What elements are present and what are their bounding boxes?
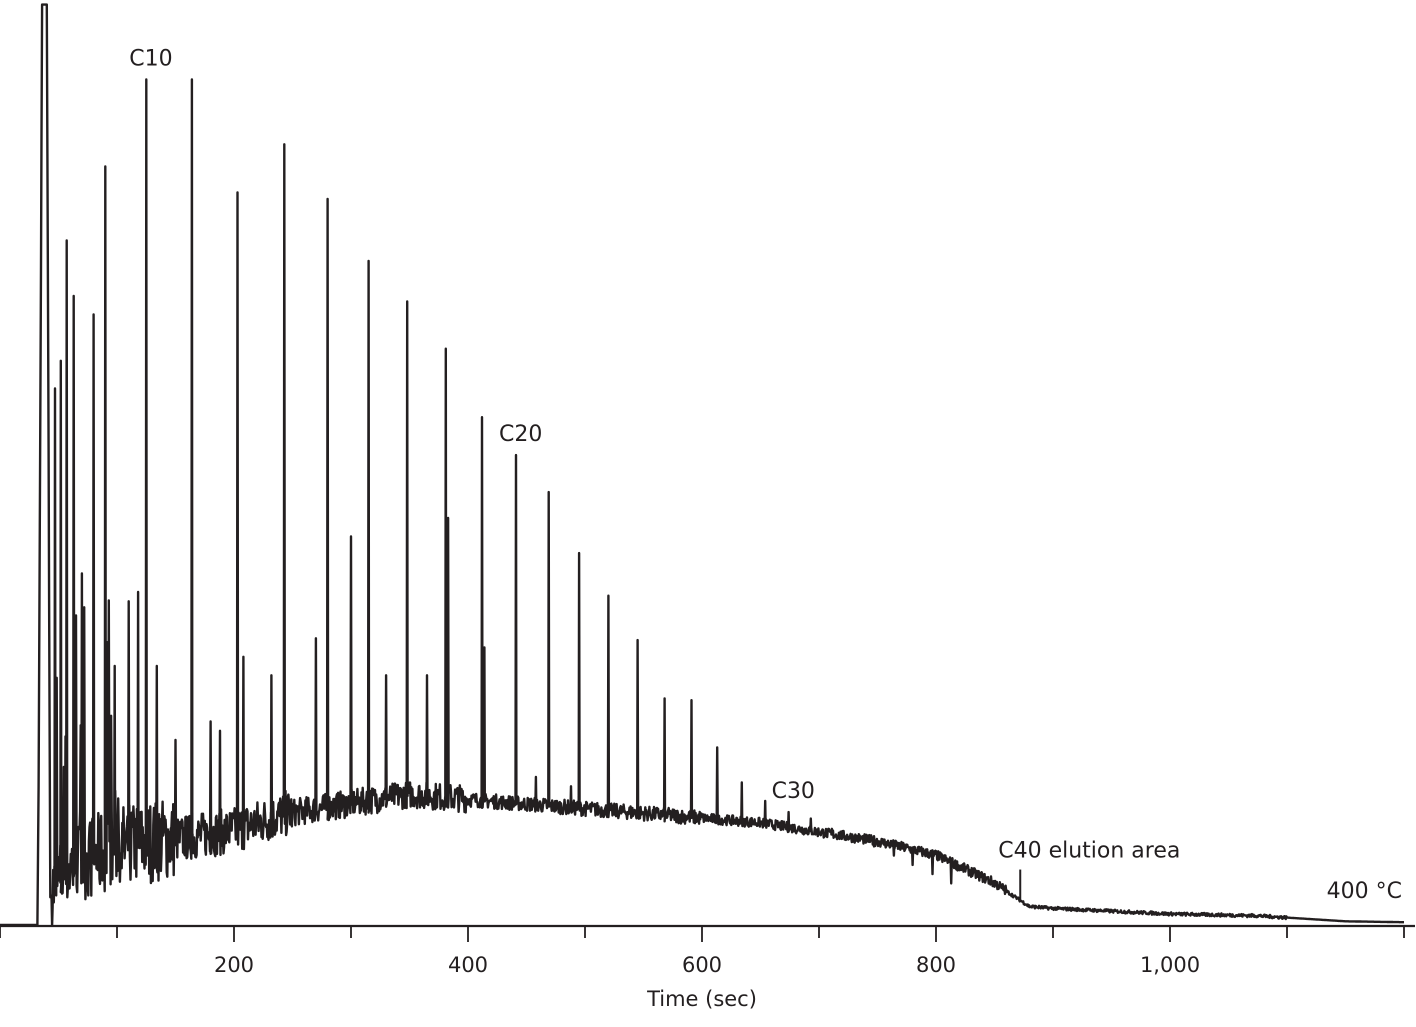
x-axis-title: Time (sec) <box>646 987 757 1011</box>
peak-annotations: C10 C20 C30 C40 elution area 400 °C <box>129 47 1402 905</box>
x-tick-marks <box>0 926 1405 942</box>
peak-annotation: 400 °C <box>1327 879 1402 904</box>
x-tick-label: 1,000 <box>1140 953 1200 977</box>
plot-area <box>0 3 1405 927</box>
x-tick-labels: 200 400 600 800 1,000 <box>214 953 1200 977</box>
peak-annotation: C20 <box>499 422 542 447</box>
peak-annotation: C30 <box>772 779 815 804</box>
peak-annotation: C40 elution area <box>998 839 1180 864</box>
chromatogram-trace <box>0 3 1405 927</box>
x-tick-label: 200 <box>214 953 254 977</box>
x-tick-label: 600 <box>682 953 722 977</box>
x-tick-label: 800 <box>916 953 956 977</box>
x-axis: 200 400 600 800 1,000 Time (sec) <box>0 924 1415 1011</box>
x-tick-label: 400 <box>448 953 488 977</box>
peak-annotation: C10 <box>129 47 172 72</box>
